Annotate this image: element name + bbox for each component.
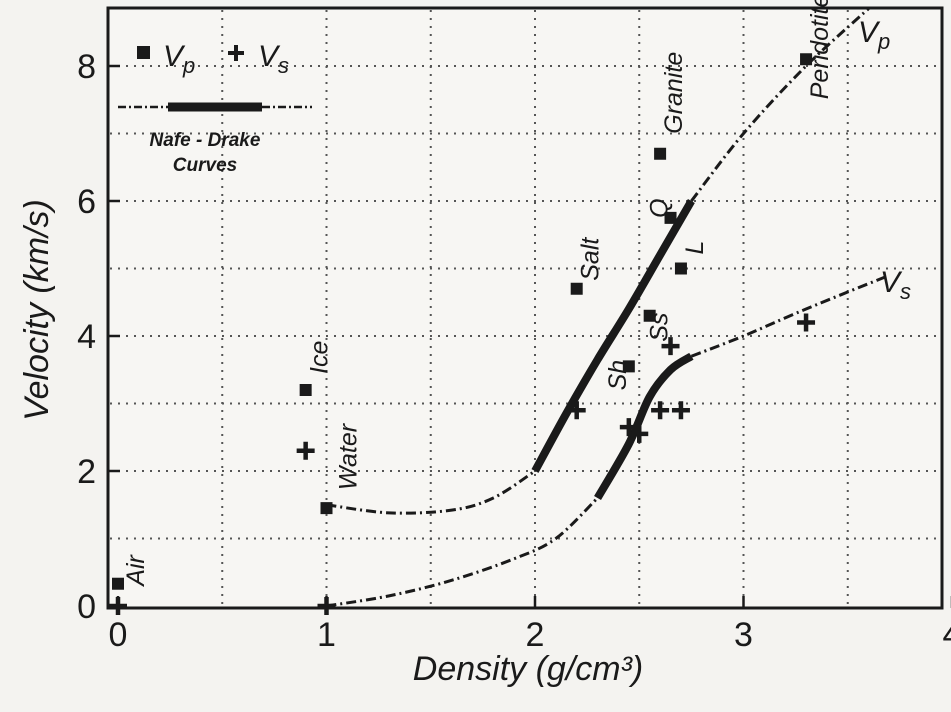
legend-vs-marker: [228, 45, 244, 61]
vp-point-ss: [643, 309, 656, 322]
y-axis-label: Velocity (km/s): [18, 199, 56, 421]
vs-point-marker: [109, 597, 127, 615]
y-tick-label: 0: [77, 588, 96, 626]
vp-point-sh: [622, 360, 635, 373]
x-tick-label: 2: [526, 616, 545, 654]
vp-curve-upper-dashed: [690, 7, 870, 202]
vs-point-marker: [651, 401, 670, 420]
y-tick-label: 2: [77, 453, 96, 491]
vs-point-marker: [619, 418, 638, 437]
legend-curve-label-line1: Nafe - Drake: [150, 130, 261, 151]
point-label-sh: Sh: [604, 360, 632, 391]
vp-point-l: [674, 262, 687, 275]
y-tick-label: 8: [77, 48, 96, 86]
vp-point-granite: [654, 147, 667, 160]
svg-text:Vs: Vs: [880, 266, 911, 304]
x-tick-label: 3: [734, 616, 753, 654]
point-label-l: L: [681, 241, 709, 255]
svg-text:Vp: Vp: [858, 16, 890, 54]
x-tick-label: 1: [317, 616, 336, 654]
vp-curve-lower-dashed: [326, 469, 536, 515]
vs-point-marker: [797, 313, 816, 332]
vs-point-marker: [671, 401, 690, 420]
vs-point-marker: [661, 337, 680, 356]
marker-layer: [109, 53, 816, 615]
point-label-granite: Granite: [660, 52, 688, 134]
legend-vp-label: Vp: [163, 40, 195, 78]
point-label-ss: Ss: [646, 313, 674, 342]
vp-point-peridotite: [800, 53, 813, 66]
y-tick-label: 6: [77, 183, 96, 221]
legend: Vp Vs Nafe - Drake Curves: [118, 40, 312, 176]
x-tick-label: 0: [109, 616, 128, 654]
vp-point-q: [664, 211, 677, 224]
vs-point-marker: [296, 441, 315, 460]
point-label-peridotite: Peridotite: [806, 0, 834, 99]
legend-vp-marker: [137, 46, 150, 59]
vp-point-salt: [570, 282, 583, 295]
label-layer: Air Water Ice Salt Sh Ss Granite Q L Peridotite: [122, 0, 834, 588]
vp-point-ice: [299, 384, 312, 396]
point-label-ice: Ice: [306, 341, 334, 374]
vs-curve-solid: [594, 352, 694, 501]
point-label-water: Water: [335, 422, 363, 490]
tick-layer: 0 1 2 3 4 0 2 4 6 8: [77, 48, 951, 654]
x-tick-label: 4: [943, 616, 951, 654]
vs-curve-upper-dashed: [690, 273, 891, 358]
vs-curve-label: Vs: [880, 266, 911, 304]
point-label-air: Air: [122, 553, 150, 587]
point-label-q: Q: [646, 198, 674, 217]
vp-curve-label: Vp: [858, 16, 890, 54]
legend-curve-label-line2: Curves: [173, 155, 237, 176]
y-tick-label: 4: [77, 318, 96, 356]
curve-layer: [326, 7, 891, 608]
plot-frame: [106, 6, 944, 610]
vs-point-marker: [317, 597, 336, 615]
vp-point-water: [320, 502, 333, 515]
x-axis-label: Density (g/cm³): [413, 650, 643, 688]
legend-vs-label: Vs: [258, 40, 289, 78]
vs-point-marker: [630, 424, 649, 443]
vp-curve-solid: [531, 198, 695, 473]
vs-point-marker: [567, 401, 586, 420]
vp-point-air: [112, 577, 124, 590]
vs-curve-lower-dashed: [326, 496, 599, 608]
point-label-salt: Salt: [577, 237, 605, 281]
